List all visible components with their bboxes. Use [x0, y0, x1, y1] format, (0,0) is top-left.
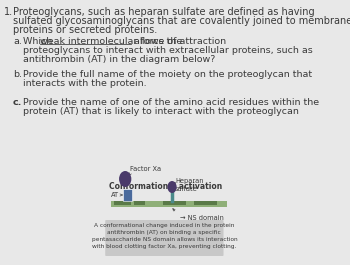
Text: Factor Xa: Factor Xa [130, 166, 161, 172]
Text: antithrombin (AT) in the diagram below?: antithrombin (AT) in the diagram below? [23, 55, 215, 64]
Text: allows the: allows the [131, 37, 182, 46]
Text: sulfated glycosaminoglycans that are covalently joined to membrane: sulfated glycosaminoglycans that are cov… [13, 16, 350, 26]
Text: c.: c. [13, 98, 22, 107]
Bar [194, 201, 217, 205]
Circle shape [119, 171, 131, 187]
Text: interacts with the protein.: interacts with the protein. [23, 79, 147, 88]
Text: Provide the name of one of the amino acid residues within the: Provide the name of one of the amino aci… [23, 98, 319, 107]
Text: proteoglycans to interact with extracellular proteins, such as: proteoglycans to interact with extracell… [23, 46, 313, 55]
Bar [123, 189, 132, 201]
Text: 1.: 1. [4, 7, 13, 17]
Text: A conformational change induced in the protein
antithrombin (AT) on binding a sp: A conformational change induced in the p… [92, 223, 237, 249]
Bar [134, 201, 145, 205]
Text: Provide the full name of the moiety on the proteoglycan that: Provide the full name of the moiety on t… [23, 70, 312, 79]
Text: proteins or secreted proteins.: proteins or secreted proteins. [13, 25, 157, 35]
Bar [111, 201, 226, 207]
Text: Which: Which [23, 37, 55, 46]
Circle shape [167, 181, 177, 193]
Text: a.: a. [13, 37, 22, 46]
Text: Heparan
sulfate: Heparan sulfate [175, 178, 204, 192]
Bar [114, 201, 131, 205]
Text: Conformational activation: Conformational activation [108, 182, 222, 191]
Text: → NS domain: → NS domain [181, 215, 224, 221]
Bar [163, 201, 186, 205]
FancyBboxPatch shape [105, 220, 224, 256]
Text: b.: b. [13, 70, 22, 79]
Text: Proteoglycans, such as heparan sulfate are defined as having: Proteoglycans, such as heparan sulfate a… [13, 7, 315, 17]
Text: weak intermolecular force of attraction: weak intermolecular force of attraction [40, 37, 226, 46]
Text: AT: AT [111, 192, 119, 198]
Text: protein (AT) that is likely to interact with the proteoglycan: protein (AT) that is likely to interact … [23, 107, 299, 116]
